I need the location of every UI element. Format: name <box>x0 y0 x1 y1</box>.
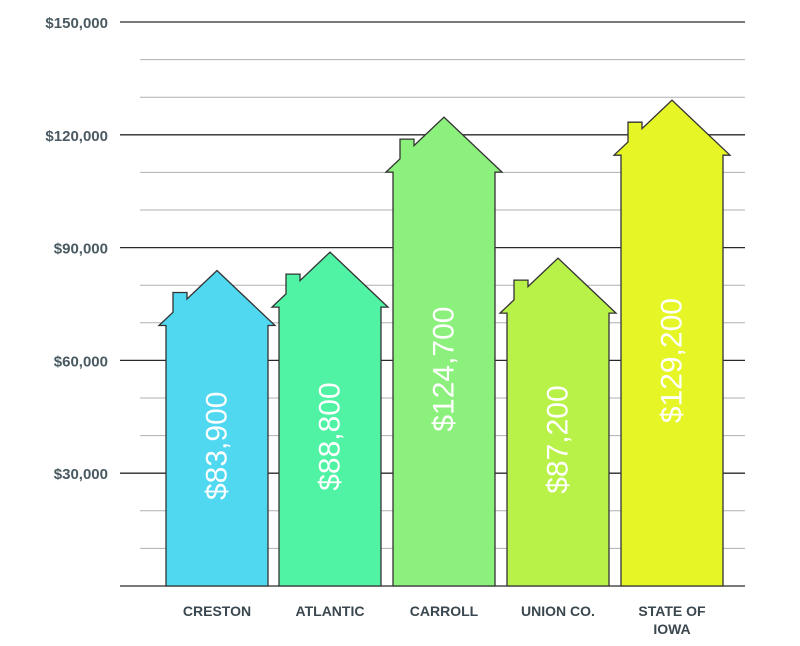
y-tick-label: $30,000 <box>54 466 108 483</box>
y-tick-label: $60,000 <box>54 353 108 370</box>
x-tick-label: CARROLL <box>410 603 479 619</box>
x-tick-label: CRESTON <box>183 603 251 619</box>
y-tick-label: $120,000 <box>45 128 108 145</box>
bar-house <box>270 251 390 587</box>
data-label: $124,700 <box>428 306 461 431</box>
data-label: $88,800 <box>314 382 347 490</box>
x-tick-label: IOWA <box>653 621 690 637</box>
x-tick-label: UNION CO. <box>521 603 595 619</box>
bar-house <box>612 99 732 587</box>
x-axis: CRESTON ATLANTIC CARROLL UNION CO. STATE OF I… <box>183 603 706 637</box>
bars: $83,900 $88,800 $124,700 $87,200 $129,200 <box>157 99 732 587</box>
y-tick-label: $90,000 <box>54 241 108 258</box>
bar-house <box>384 116 504 587</box>
x-tick-label: STATE OF <box>638 603 706 619</box>
data-label: $129,200 <box>656 298 689 423</box>
bar-house <box>498 257 618 587</box>
y-axis: $30,000 $60,000 $90,000 $120,000 $150,000 <box>45 15 108 483</box>
data-label: $87,200 <box>542 385 575 493</box>
y-tick-label: $150,000 <box>45 15 108 32</box>
bar-house <box>157 269 277 587</box>
data-label: $83,900 <box>201 392 234 500</box>
x-tick-label: ATLANTIC <box>296 603 365 619</box>
